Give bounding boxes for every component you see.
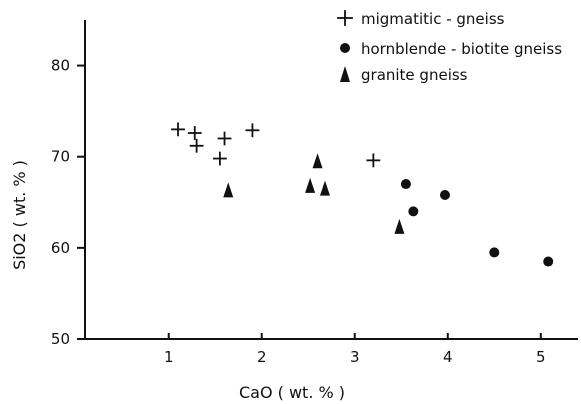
series-1-point-3 <box>189 138 204 153</box>
series-1-point-1 <box>171 122 185 137</box>
y-axis-title: SiO2 ( wt. % ) <box>10 160 29 270</box>
series-3-point-2 <box>305 177 316 193</box>
series-1-point-2 <box>187 126 202 140</box>
series-1-point-7 <box>366 153 381 168</box>
legend-label-granite-gneiss: granite gneiss <box>361 66 468 84</box>
legend-item-migmatitic-gneiss: migmatitic - gneiss <box>337 10 505 28</box>
series-3-point-1 <box>223 182 234 198</box>
legend-item-granite-gneiss: granite gneiss <box>340 66 468 84</box>
series-3-point-5 <box>394 218 405 234</box>
series-3-point-4 <box>319 180 330 196</box>
x-tick-label: 3 <box>350 348 360 366</box>
x-tick-label: 5 <box>536 348 546 366</box>
series-2-point-3 <box>439 189 450 200</box>
data-points <box>171 122 554 267</box>
legend-circle-marker <box>340 43 350 53</box>
series-1-point-6 <box>245 123 260 138</box>
series-2-point-5 <box>543 256 554 267</box>
y-axis-ticks: 50 60 70 80 <box>51 57 85 348</box>
series-3-point-3 <box>312 153 323 169</box>
series-1-point-5 <box>217 131 232 146</box>
y-tick-label: 80 <box>51 57 70 75</box>
series-2-point-1 <box>400 179 411 190</box>
y-tick-label: 60 <box>51 239 70 257</box>
series-2-point-4 <box>489 247 500 258</box>
x-tick-label: 1 <box>164 348 174 366</box>
legend: migmatitic - gneiss hornblende - biotite… <box>337 10 562 84</box>
series-2-point-2 <box>408 206 419 217</box>
y-tick-label: 70 <box>51 148 70 166</box>
legend-triangle-marker <box>340 66 350 82</box>
series-1-point-4 <box>212 151 227 166</box>
legend-item-hornblende-biotite-gneiss: hornblende - biotite gneiss <box>340 40 562 58</box>
y-tick-label: 50 <box>51 330 70 348</box>
legend-label-hornblende-biotite-gneiss: hornblende - biotite gneiss <box>361 40 562 58</box>
x-axis-ticks: 1 2 3 4 5 <box>164 333 546 366</box>
plot-area: 50 60 70 80 1 2 3 4 5 <box>51 20 578 366</box>
x-axis-title: CaO ( wt. % ) <box>239 383 345 402</box>
legend-label-migmatitic-gneiss: migmatitic - gneiss <box>361 10 505 28</box>
x-tick-label: 2 <box>257 348 267 366</box>
x-tick-label: 4 <box>443 348 453 366</box>
